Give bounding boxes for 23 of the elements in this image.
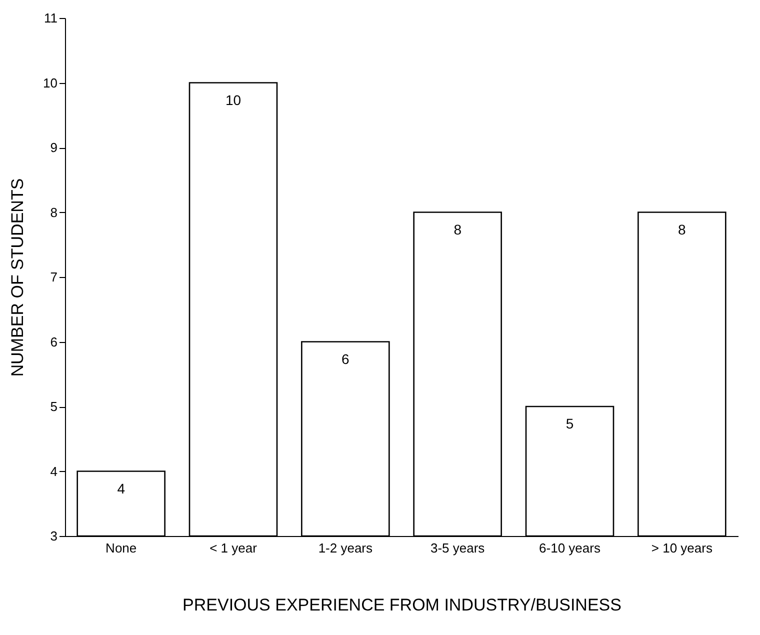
y-axis-title: NUMBER OF STUDENTS (8, 178, 28, 377)
y-tick-label: 11 (44, 10, 58, 26)
x-tick-label: None (106, 540, 137, 556)
y-tick-label: 3 (50, 528, 58, 544)
y-tick-label: 10 (43, 75, 58, 90)
x-tick-label: 6-10 years (539, 540, 601, 556)
x-tick-label: 1-2 years (318, 540, 374, 556)
data-label: 5 (566, 416, 574, 432)
y-tick-label: 5 (50, 399, 58, 414)
y-tick-label: 8 (50, 204, 58, 220)
data-label: 10 (225, 92, 242, 108)
y-tick-label: 9 (50, 140, 58, 155)
y-tick-label: 6 (50, 334, 58, 350)
y-tick-label: 7 (50, 270, 58, 284)
x-tick-label: 3-5 years (430, 540, 486, 556)
x-tick-label: > 10 years (651, 540, 713, 556)
x-axis-title: PREVIOUS EXPERIENCE FROM INDUSTRY/BUSINESS (182, 596, 622, 614)
y-tick-label: 4 (50, 464, 58, 479)
data-label: 8 (678, 221, 686, 238)
data-label: 4 (117, 480, 126, 496)
x-tick-label: < 1 year (210, 540, 258, 556)
data-label: 6 (342, 350, 350, 367)
data-label: 8 (454, 221, 462, 238)
